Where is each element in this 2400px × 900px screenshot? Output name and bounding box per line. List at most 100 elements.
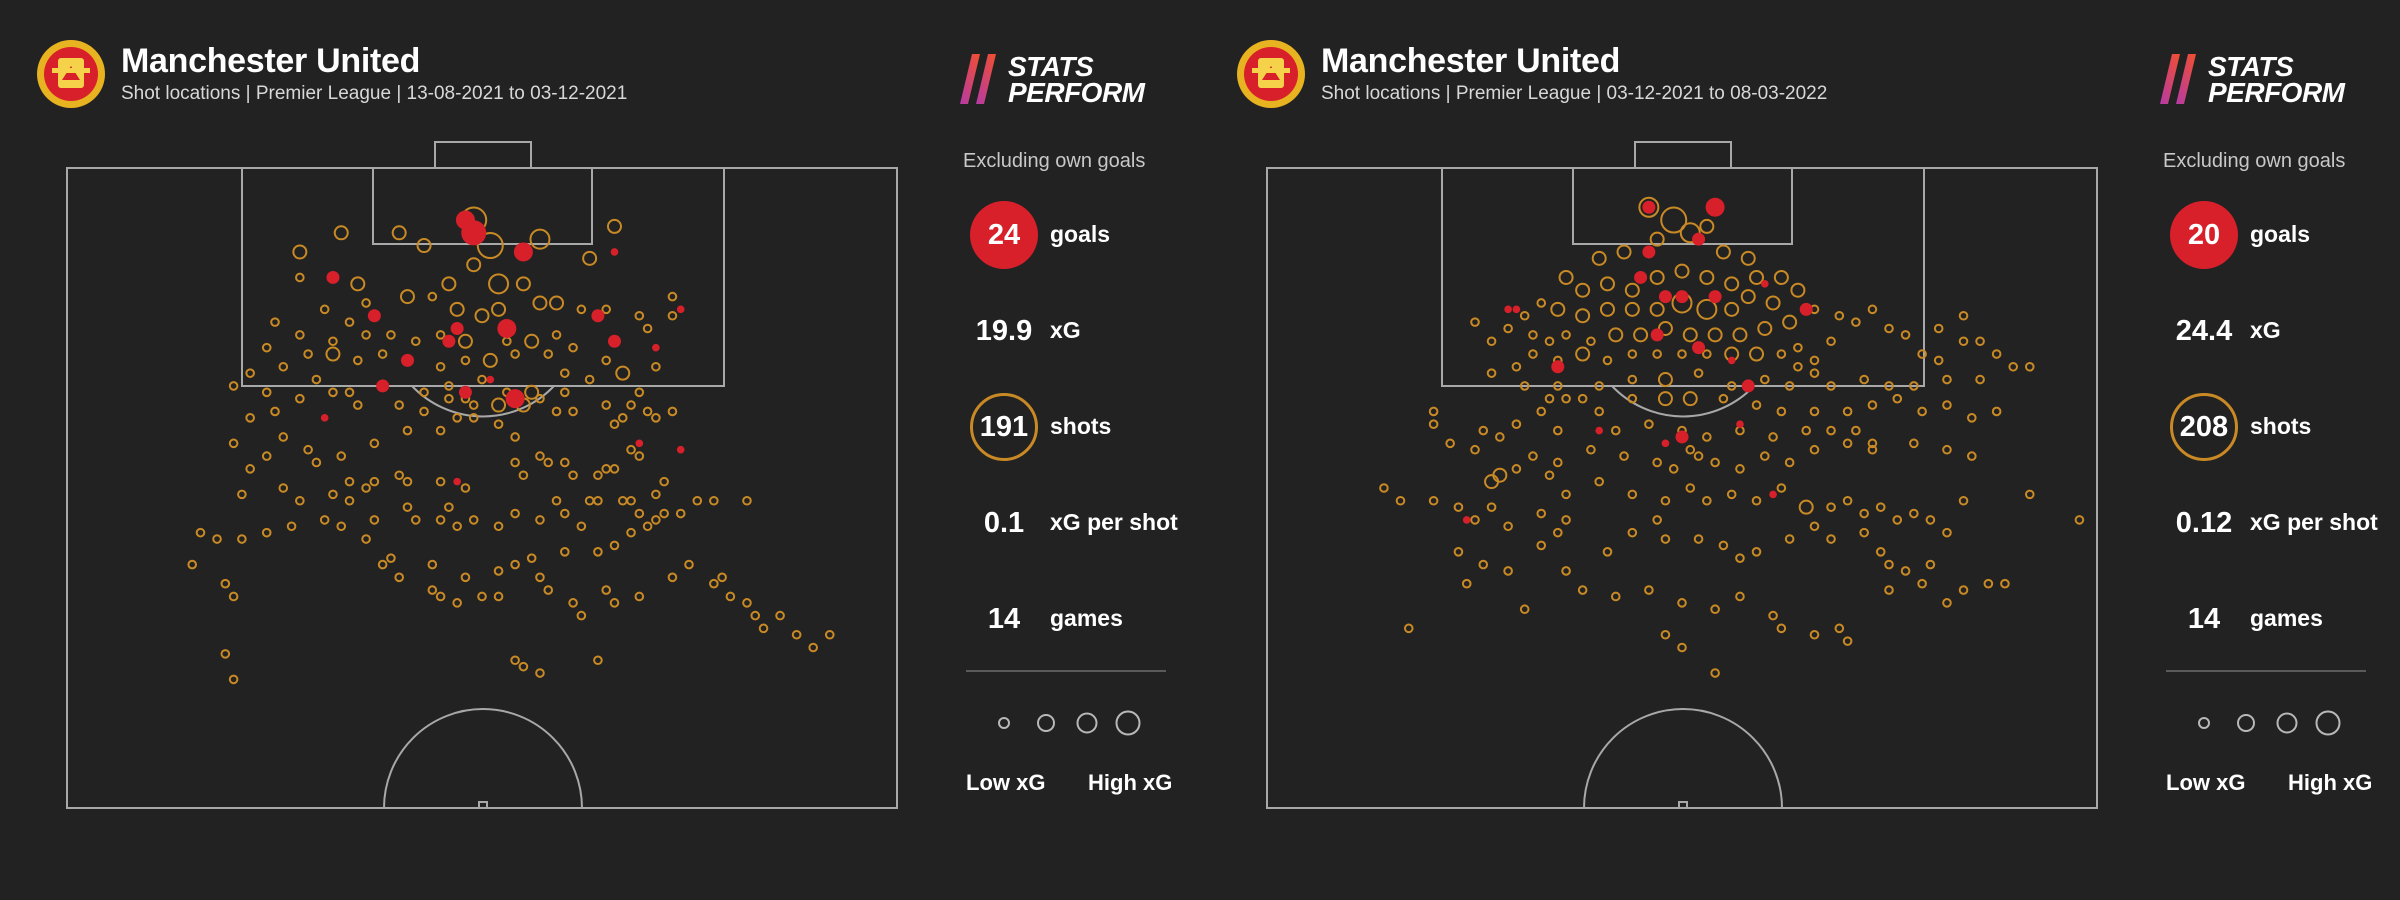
excluding-note: Excluding own goals <box>2163 150 2346 172</box>
shot-point <box>651 413 661 423</box>
shot-point <box>1660 206 1688 234</box>
legend-low-label: Low xG <box>2166 770 2246 795</box>
shot-point <box>1677 598 1687 608</box>
shot-point <box>601 400 612 410</box>
shot-point <box>626 400 636 410</box>
shot-point <box>1942 527 1952 538</box>
shot-point <box>427 559 438 570</box>
legend-circle-m <box>2276 712 2298 734</box>
shot-point <box>353 400 363 410</box>
shot-point <box>1909 381 1919 391</box>
shot-point <box>237 534 247 544</box>
pitch-shot-map <box>66 141 898 809</box>
shot-point <box>441 276 457 292</box>
shot-point <box>568 406 578 417</box>
shot-point <box>1991 349 2002 359</box>
shot-point <box>1674 263 1690 279</box>
shots-value: 191 <box>970 393 1038 461</box>
shot-point <box>1760 374 1770 385</box>
shot-point <box>452 413 462 423</box>
shot-point <box>1633 327 1649 343</box>
shot-point <box>609 598 620 608</box>
shot-point <box>1842 406 1853 417</box>
shot-point <box>1726 381 1737 391</box>
shot-point <box>1486 368 1497 378</box>
shot-point <box>1428 495 1439 506</box>
shot-point <box>493 521 504 532</box>
shot-point <box>532 295 548 311</box>
goal-point <box>320 414 329 422</box>
shot-point <box>510 559 520 570</box>
goal-point <box>1727 356 1736 365</box>
shot-point <box>435 425 446 436</box>
shot-point <box>460 355 471 366</box>
shot-point <box>1575 346 1591 362</box>
shot-point <box>1553 381 1563 391</box>
shot-marks <box>187 206 835 685</box>
shot-point <box>1428 419 1439 430</box>
club-crest-icon <box>1237 40 1305 108</box>
shot-point <box>444 502 454 512</box>
shot-point <box>1793 342 1803 353</box>
stat-games: 14 games <box>2170 585 2400 655</box>
shot-point <box>1445 438 1455 449</box>
goal-point <box>1692 232 1706 246</box>
goal-point <box>676 445 685 454</box>
goal-point <box>1708 290 1722 304</box>
shot-point <box>510 457 520 468</box>
shot-point <box>1776 623 1787 634</box>
shot-point <box>1561 393 1571 404</box>
shot-point <box>1652 349 1662 359</box>
shot-point <box>449 301 465 317</box>
goal-point <box>610 248 619 256</box>
shot-point <box>2074 515 2085 525</box>
shot-point <box>634 591 645 602</box>
shot-point <box>1536 508 1547 519</box>
shot-point <box>634 310 645 321</box>
shot-point <box>560 387 570 398</box>
shot-point <box>1732 327 1748 343</box>
shot-point <box>195 527 206 538</box>
shot-point <box>1740 289 1756 305</box>
shot-point <box>1575 282 1591 298</box>
shot-point <box>1900 566 1911 576</box>
shot-point <box>667 406 678 417</box>
shot-point <box>1608 327 1624 343</box>
shot-point <box>493 566 504 576</box>
shot-point <box>593 547 603 557</box>
goal-point <box>1658 290 1672 304</box>
shot-point <box>1536 540 1547 551</box>
shot-point <box>1842 495 1853 506</box>
shot-point <box>344 495 355 506</box>
shot-point <box>220 649 231 659</box>
shot-point <box>1649 301 1665 317</box>
shot-point <box>361 298 371 308</box>
shot-point <box>435 591 446 602</box>
shot-point <box>535 668 545 678</box>
stat-shots: 208 shots <box>2170 393 2400 463</box>
shot-point <box>1751 495 1762 506</box>
shot-point <box>535 451 545 461</box>
legend-circle-xs <box>998 717 1010 729</box>
shot-point <box>295 330 305 340</box>
shot-point <box>709 578 719 589</box>
shot-point <box>1884 585 1894 595</box>
shot-point <box>1470 444 1480 455</box>
shot-point <box>1657 372 1673 388</box>
shot-point <box>667 310 678 321</box>
xg-per-shot-label: xG per shot <box>2250 509 2378 535</box>
shot-point <box>369 476 380 487</box>
shot-point <box>1638 196 1660 218</box>
shot-point <box>1834 623 1845 634</box>
shot-point <box>466 257 482 273</box>
xg-value: 19.9 <box>975 314 1033 347</box>
shot-point <box>593 470 603 481</box>
shot-point <box>1699 269 1715 285</box>
shot-point <box>1867 400 1878 410</box>
shot-point <box>1735 464 1745 474</box>
shot-point <box>742 598 752 608</box>
shot-point <box>1751 547 1762 557</box>
shot-point <box>1925 559 1936 570</box>
shot-point <box>311 457 322 468</box>
shot-point <box>311 374 322 385</box>
